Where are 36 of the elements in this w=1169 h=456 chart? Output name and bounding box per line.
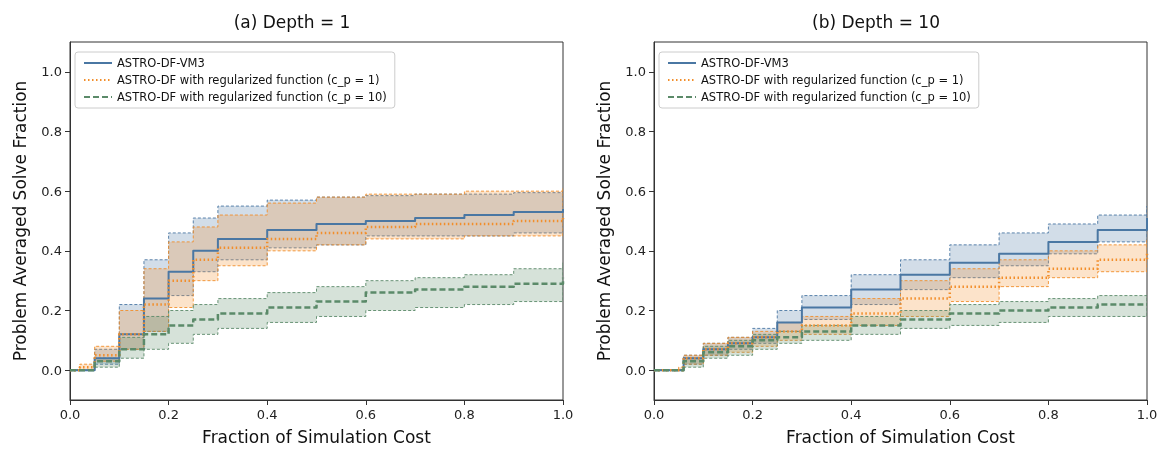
- chart-title: (a) Depth = 1: [233, 11, 351, 32]
- x-tick-label: 0.4: [840, 407, 862, 422]
- x-tick-label: 0.8: [454, 407, 475, 422]
- y-axis-title: Problem Averaged Solve Fraction: [9, 80, 30, 362]
- y-tick-label: 0.0: [625, 362, 646, 378]
- x-tick-label: 1.0: [1136, 407, 1158, 422]
- legend-label: ASTRO-DF-VM3: [701, 56, 789, 70]
- y-tick-label: 0.2: [625, 303, 646, 318]
- legend-label: ASTRO-DF with regularized function (c_p = 1): [117, 73, 380, 87]
- y-tick-label: 0.4: [625, 243, 646, 259]
- x-tick-label: 0.2: [158, 407, 179, 422]
- x-tick-label: 0.2: [742, 407, 763, 422]
- y-tick-label: 0.4: [41, 243, 62, 259]
- y-tick-label: 1.0: [625, 64, 646, 80]
- x-axis-title: Fraction of Simulation Cost: [786, 426, 1016, 447]
- y-tick-label: 0.8: [625, 124, 646, 139]
- legend-label: ASTRO-DF with regularized function (c_p = 1): [701, 73, 964, 87]
- y-axis-title: Problem Averaged Solve Fraction: [593, 80, 614, 362]
- y-tick-label: 0.0: [41, 362, 62, 378]
- x-tick-label: 0.8: [1038, 407, 1059, 422]
- y-tick-label: 0.6: [625, 183, 646, 199]
- legend-label: ASTRO-DF with regularized function (c_p = 10): [117, 90, 387, 104]
- x-tick-label: 0.6: [939, 407, 961, 422]
- x-tick-label: 0.0: [59, 407, 81, 422]
- chart-title: (b) Depth = 10: [812, 11, 940, 32]
- x-tick-label: 0.0: [643, 407, 665, 422]
- y-tick-label: 1.0: [41, 64, 62, 80]
- legend-label: ASTRO-DF with regularized function (c_p = 10): [701, 90, 971, 104]
- x-tick-label: 0.4: [256, 407, 278, 422]
- y-tick-label: 0.6: [41, 183, 62, 199]
- legend-label: ASTRO-DF-VM3: [117, 56, 205, 70]
- y-tick-label: 0.2: [41, 303, 62, 318]
- x-tick-label: 1.0: [552, 407, 574, 422]
- x-axis-title: Fraction of Simulation Cost: [202, 426, 432, 447]
- x-tick-label: 0.6: [355, 407, 377, 422]
- y-tick-label: 0.8: [41, 124, 62, 139]
